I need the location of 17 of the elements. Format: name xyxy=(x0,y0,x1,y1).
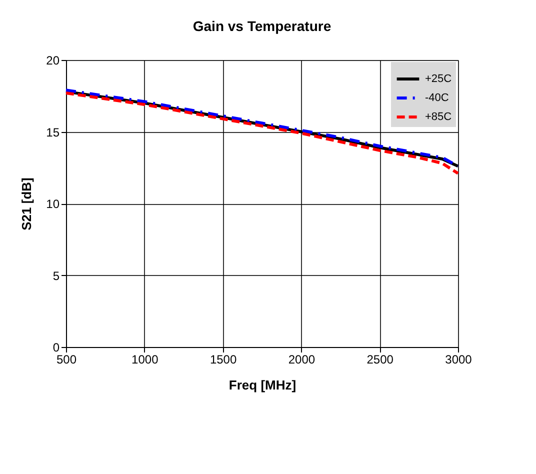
x-tick-label: 3000 xyxy=(445,352,472,366)
x-tick-label: 1000 xyxy=(132,352,159,366)
y-axis-title: S21 [dB] xyxy=(19,178,34,230)
legend-label: +85C xyxy=(425,111,452,123)
y-tick-label: 10 xyxy=(46,197,60,211)
legend-label: +25C xyxy=(425,73,452,85)
x-tick-label: 2000 xyxy=(288,352,316,366)
y-tick-label: 20 xyxy=(46,54,60,68)
y-tick-label: 0 xyxy=(52,340,60,354)
x-tick-label: 500 xyxy=(56,352,77,366)
chart-title: Gain vs Temperature xyxy=(192,18,332,34)
y-tick-label: 5 xyxy=(52,268,60,283)
x-axis-title: Freq [MHz] xyxy=(228,378,296,392)
legend-label: -40C xyxy=(425,92,449,104)
y-tick-label: 15 xyxy=(46,125,60,140)
x-tick-label: 1500 xyxy=(210,352,237,366)
x-tick-label: 2500 xyxy=(366,352,394,366)
